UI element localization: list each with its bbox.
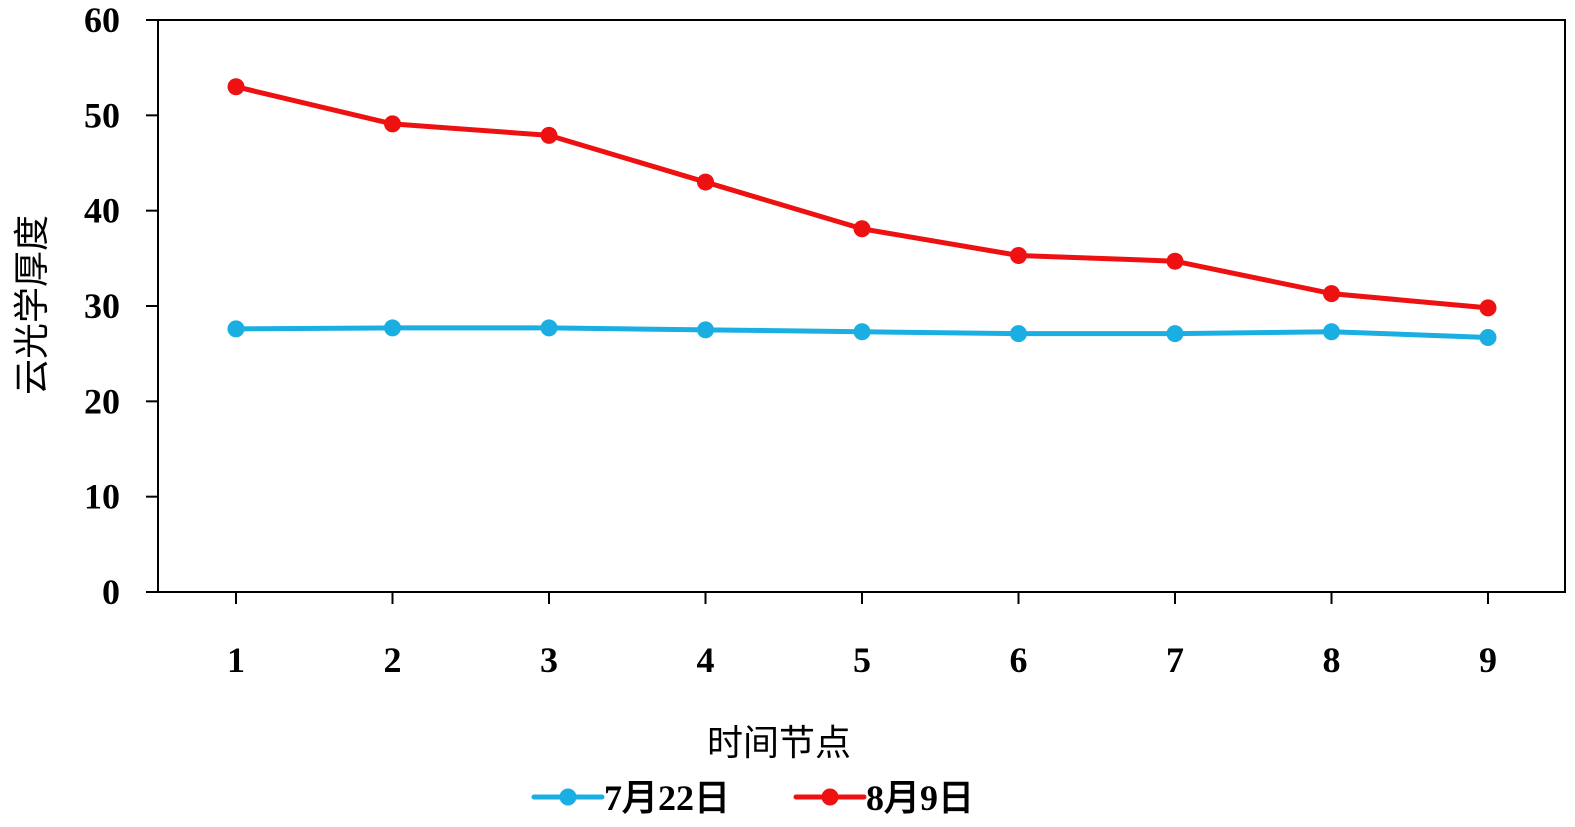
y-tick-label: 10 bbox=[84, 477, 120, 517]
series-1-point bbox=[1010, 325, 1027, 343]
legend-label-2: 8月9日 bbox=[866, 778, 974, 818]
plot-area bbox=[157, 19, 1566, 593]
x-tick-label: 7 bbox=[1166, 640, 1184, 680]
legend-label-1: 7月22日 bbox=[604, 778, 730, 818]
x-axis-title: 时间节点 bbox=[707, 723, 851, 764]
x-tick-label: 6 bbox=[1010, 640, 1028, 680]
series-2-point bbox=[1479, 299, 1497, 317]
series-2-point bbox=[1323, 285, 1340, 303]
legend-marker-2 bbox=[821, 788, 839, 806]
series-1-point bbox=[384, 319, 401, 337]
series-2-point bbox=[540, 126, 558, 144]
series-2-point bbox=[1166, 252, 1184, 270]
series-2-point bbox=[1010, 246, 1027, 264]
legend-marker-1 bbox=[559, 788, 577, 806]
series-2-point bbox=[853, 220, 871, 238]
y-tick-label: 0 bbox=[102, 572, 120, 612]
y-tick-label: 20 bbox=[84, 381, 120, 421]
y-tick-label: 30 bbox=[84, 286, 120, 326]
y-tick-label: 40 bbox=[84, 191, 120, 231]
series-1-point bbox=[853, 323, 871, 341]
legend: 7月22日 8月9日 bbox=[531, 778, 974, 818]
series-2-point bbox=[697, 173, 714, 191]
x-tick-label: 5 bbox=[853, 640, 871, 680]
y-axis-ticks: 0 10 20 30 40 50 60 bbox=[84, 0, 158, 612]
x-tick-label: 9 bbox=[1479, 640, 1497, 680]
series-1-point bbox=[1166, 325, 1184, 343]
y-axis-title: 云光学厚度 bbox=[12, 215, 53, 395]
series-1-point bbox=[697, 321, 714, 339]
x-tick-label: 4 bbox=[697, 640, 715, 680]
series-2-point bbox=[227, 78, 245, 96]
y-tick-label: 50 bbox=[84, 95, 120, 135]
x-axis-ticks: 1 2 3 4 5 6 7 8 9 bbox=[227, 592, 1497, 680]
series-2-point bbox=[384, 115, 401, 133]
x-tick-label: 8 bbox=[1323, 640, 1341, 680]
series-1-point bbox=[227, 320, 245, 338]
series-1-point bbox=[1323, 323, 1340, 341]
y-tick-label: 60 bbox=[84, 0, 120, 40]
x-tick-label: 2 bbox=[384, 640, 402, 680]
series-1-point bbox=[1479, 328, 1497, 346]
series-1-point bbox=[540, 319, 558, 337]
x-tick-label: 1 bbox=[227, 640, 245, 680]
series-layer bbox=[227, 78, 1497, 346]
x-tick-label: 3 bbox=[540, 640, 558, 680]
series-line-2 bbox=[233, 84, 1491, 311]
